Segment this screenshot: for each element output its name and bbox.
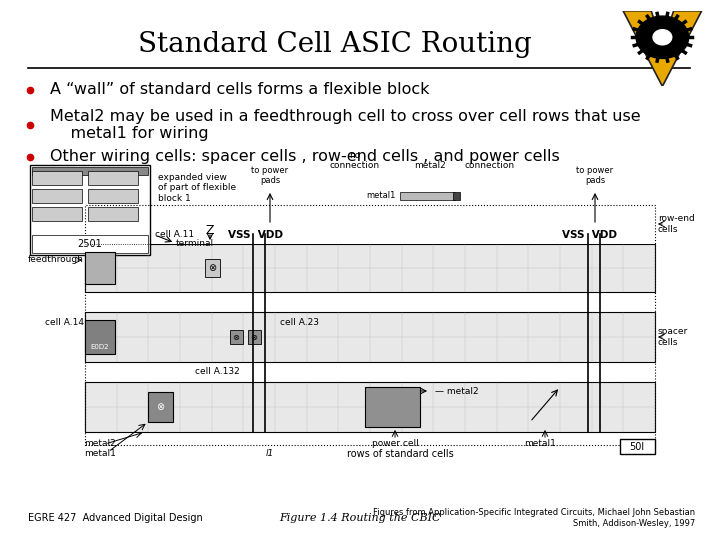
Bar [32, 207, 82, 221]
Text: terminal: terminal [176, 239, 214, 247]
Bar [32, 189, 82, 203]
Bar [230, 330, 243, 344]
Bar [620, 439, 655, 454]
Bar [32, 235, 148, 253]
Text: power cell: power cell [372, 440, 418, 449]
Text: Metal2 may be used in a feedthrough cell to cross over cell rows that use
    me: Metal2 may be used in a feedthrough cell… [50, 109, 641, 141]
Bar [85, 205, 655, 445]
Text: cell A.132: cell A.132 [195, 367, 240, 376]
Bar [32, 167, 148, 175]
Text: expanded view
of part of flexible
block 1: expanded view of part of flexible block … [158, 173, 236, 203]
Text: spacer
cells: spacer cells [658, 327, 688, 347]
Text: connection: connection [465, 161, 515, 170]
Text: Standard Cell ASIC Routing: Standard Cell ASIC Routing [138, 31, 532, 58]
Bar [205, 259, 220, 277]
Bar [400, 192, 455, 200]
Bar [88, 171, 138, 185]
Text: rows of standard cells: rows of standard cells [346, 449, 454, 459]
Text: — metal2: — metal2 [435, 387, 479, 395]
Text: row-end
cells: row-end cells [658, 214, 695, 234]
Bar [365, 387, 420, 427]
Bar [85, 252, 115, 284]
Bar [88, 207, 138, 221]
Bar [85, 236, 655, 244]
Text: ⊗: ⊗ [208, 263, 216, 273]
Bar [88, 189, 138, 203]
Text: metal1: metal1 [84, 449, 116, 458]
Text: VSS  VDD: VSS VDD [228, 230, 282, 240]
Polygon shape [653, 30, 672, 45]
Text: no
connection: no connection [330, 151, 380, 170]
Text: metal1: metal1 [524, 440, 556, 449]
Text: metal2: metal2 [414, 161, 446, 170]
Text: l1: l1 [266, 449, 274, 458]
Text: E0D2: E0D2 [91, 344, 109, 350]
Bar [32, 171, 82, 185]
Polygon shape [623, 11, 702, 86]
Text: cell A.23: cell A.23 [280, 318, 319, 327]
Bar [30, 165, 150, 255]
Text: to power
pads: to power pads [577, 166, 613, 185]
Text: Z: Z [206, 224, 215, 237]
Bar [248, 330, 261, 344]
Bar [85, 382, 655, 432]
Text: to power
pads: to power pads [251, 166, 289, 185]
Text: ⊗: ⊗ [156, 402, 164, 412]
Text: ⊗: ⊗ [233, 333, 240, 341]
Text: A “wall” of standard cells forms a flexible block: A “wall” of standard cells forms a flexi… [50, 83, 430, 98]
Polygon shape [636, 16, 688, 58]
Text: cell A.11: cell A.11 [155, 230, 194, 239]
Text: cell A.14: cell A.14 [45, 318, 84, 327]
Text: feedthrough: feedthrough [28, 255, 84, 265]
Bar [85, 320, 115, 354]
Bar [148, 392, 173, 422]
Bar [453, 192, 460, 200]
Text: Figure 1.4 Routing the CBIC: Figure 1.4 Routing the CBIC [279, 513, 441, 523]
Text: Figures from Application-Specific Integrated Circuits, Michael John Sebastian
Sm: Figures from Application-Specific Integr… [373, 508, 695, 528]
Bar [85, 244, 655, 292]
Text: 50l: 50l [629, 442, 644, 452]
Text: 2501: 2501 [78, 239, 102, 249]
Text: EGRE 427  Advanced Digital Design: EGRE 427 Advanced Digital Design [28, 513, 203, 523]
Text: metal1: metal1 [366, 192, 396, 200]
Text: VSS  VDD: VSS VDD [562, 230, 618, 240]
Bar [85, 312, 655, 362]
Text: ⊗: ⊗ [251, 333, 258, 341]
Text: metal2: metal2 [84, 440, 116, 449]
Text: Other wiring cells: spacer cells , row-end cells , and power cells: Other wiring cells: spacer cells , row-e… [50, 150, 559, 165]
